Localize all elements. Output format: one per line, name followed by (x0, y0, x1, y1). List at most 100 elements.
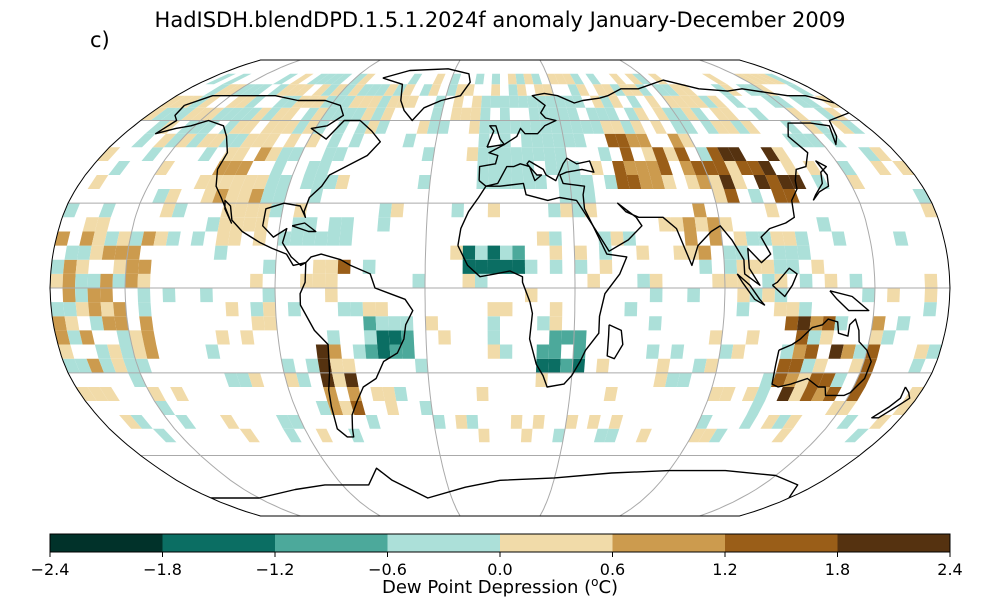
grid-cell (130, 415, 153, 429)
grid-cell (377, 344, 391, 359)
grid-cell (239, 84, 265, 96)
grid-cell (836, 161, 858, 175)
grid-cell (500, 133, 511, 148)
grid-cell (824, 401, 846, 415)
grid-cell (753, 175, 771, 189)
grid-cell (478, 133, 490, 148)
grid-cell (230, 107, 254, 121)
grid-cell (243, 95, 267, 108)
grid-cell (698, 245, 712, 260)
grid-cell (167, 95, 195, 108)
grid-cell (701, 161, 719, 175)
grid-cell (356, 73, 376, 85)
grid-cell (63, 302, 77, 317)
grid-cell (232, 203, 248, 218)
grid-cell (735, 161, 754, 175)
grid-cell (62, 273, 76, 288)
grid-cell (548, 344, 562, 359)
grid-cell (323, 387, 339, 401)
grid-cell (709, 120, 730, 134)
grid-cell (79, 231, 95, 246)
grid-cell (152, 428, 177, 443)
grid-cell (75, 259, 90, 274)
grid-cell (844, 428, 869, 443)
grid-cell (200, 107, 225, 121)
grid-cell (384, 401, 400, 415)
grid-cell (736, 302, 750, 317)
grid-cell (649, 120, 667, 134)
grid-cell (511, 175, 524, 189)
grid-cell (490, 95, 500, 108)
grid-cell (670, 95, 690, 108)
grid-cell (50, 302, 65, 317)
grid-cell (304, 133, 323, 148)
colorbar-segment (387, 534, 501, 552)
grid-cell (234, 95, 258, 108)
grid-cell (87, 387, 109, 401)
grid-cell (520, 428, 533, 443)
grid-cell (704, 358, 719, 373)
grid-cell (269, 161, 288, 175)
grid-cell (569, 120, 584, 134)
coastline (829, 290, 870, 312)
grid-cell (659, 84, 680, 96)
figure-title: HadISDH.blendDPD.1.5.1.2024f anomaly Jan… (154, 8, 846, 32)
grid-cell (782, 372, 800, 387)
map-outline (49, 59, 951, 517)
grid-cell (250, 133, 271, 148)
grid-cell (500, 120, 511, 134)
grid-cell (603, 175, 618, 189)
grid-cell (592, 84, 608, 96)
grid-cell (262, 302, 276, 317)
grid-cell (649, 175, 665, 189)
grid-cell (773, 259, 788, 274)
grid-cell (806, 372, 824, 387)
grid-cell (437, 120, 451, 134)
grid-cell (175, 415, 197, 429)
grid-cell (771, 147, 792, 161)
grid-cell (221, 84, 248, 96)
grid-cell (364, 344, 379, 359)
grid-cell (799, 387, 819, 401)
grid-cell (412, 273, 426, 288)
grid-cell (819, 330, 835, 345)
grid-cell (845, 387, 866, 401)
grid-cell (510, 147, 523, 161)
grid-cell (217, 175, 235, 189)
grid-cell (868, 147, 893, 161)
grid-cell (776, 358, 792, 373)
grid-cell (762, 288, 775, 303)
grid-cell (653, 372, 668, 387)
grid-cell (796, 95, 823, 108)
grid-cell (868, 330, 884, 345)
grid-cell (74, 358, 92, 373)
grid-cell (203, 84, 231, 96)
grid-cell (325, 273, 338, 288)
grid-cell (559, 120, 574, 134)
grid-cell (190, 107, 216, 121)
grid-cell (771, 372, 788, 387)
grid-cell (510, 120, 521, 134)
grid-cell (924, 273, 938, 288)
grid-cell (760, 95, 785, 108)
grid-cell (791, 344, 807, 359)
anomaly-grid (50, 73, 942, 443)
grid-cell (668, 84, 689, 96)
grid-cell (733, 73, 761, 85)
grid-cell (549, 120, 563, 134)
grid-cell (144, 344, 160, 359)
grid-cell (608, 73, 627, 85)
grid-cell (788, 358, 805, 373)
grid-cell (326, 133, 344, 148)
grid-cell (724, 273, 738, 288)
grid-cell (283, 428, 302, 443)
grid-cell (892, 401, 915, 415)
grid-cell (131, 344, 148, 359)
grid-cell (217, 133, 240, 148)
grid-cell (325, 288, 338, 303)
grid-cell (131, 133, 156, 148)
grid-cell (529, 120, 542, 134)
grid-cell (287, 302, 301, 317)
grid-cell (769, 95, 795, 108)
grid-cell (224, 372, 241, 387)
